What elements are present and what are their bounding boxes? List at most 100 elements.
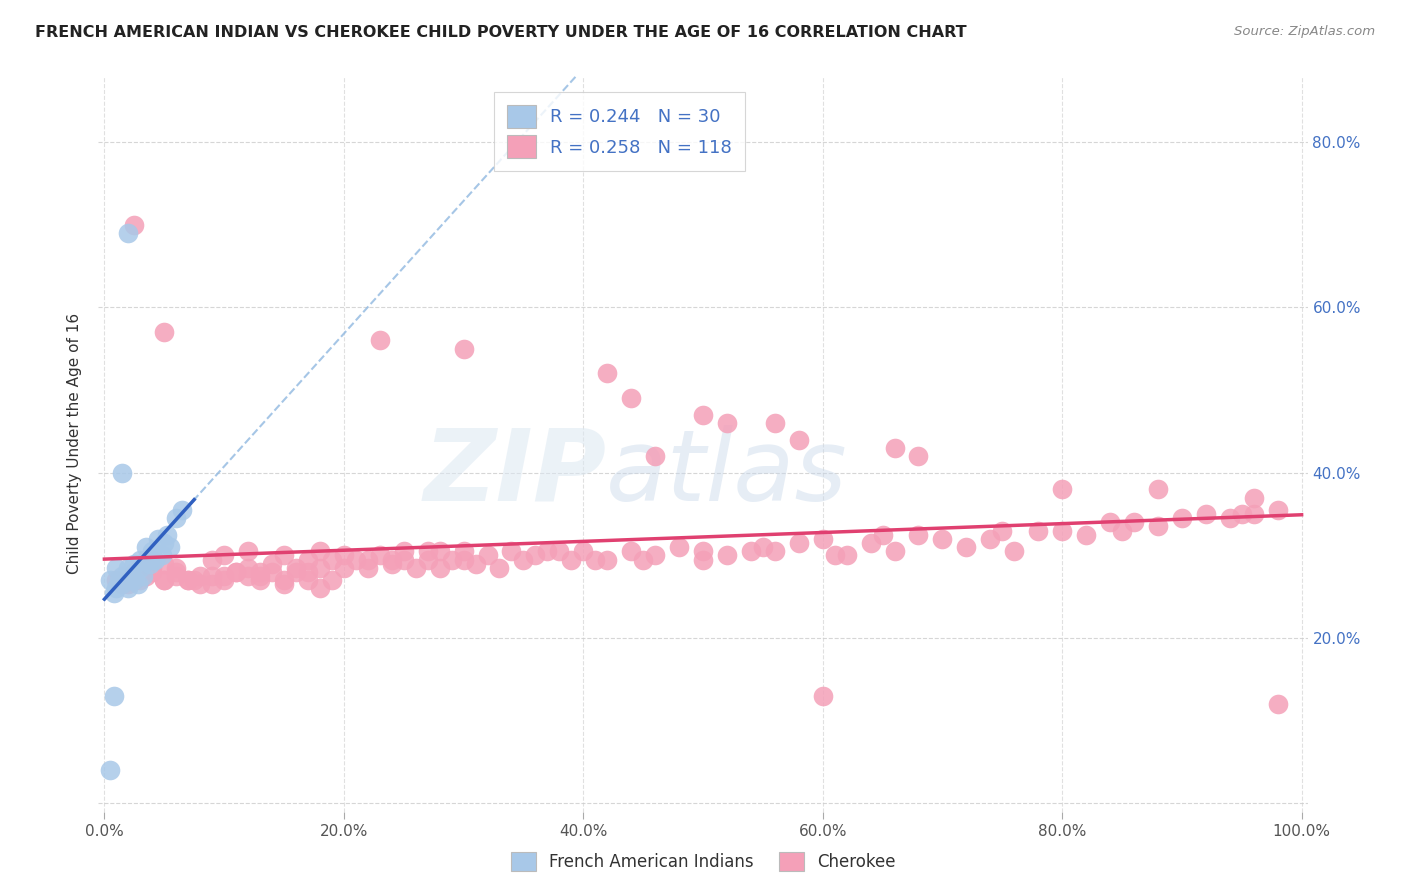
Point xyxy=(212,569,235,583)
Point xyxy=(249,573,271,587)
Point xyxy=(309,561,332,575)
Point xyxy=(429,544,451,558)
Point xyxy=(284,565,307,579)
Point xyxy=(236,561,259,575)
Point xyxy=(115,573,138,587)
Point xyxy=(1243,491,1265,505)
Point xyxy=(955,540,977,554)
Point xyxy=(416,552,439,566)
Point xyxy=(153,557,176,571)
Point xyxy=(1171,511,1194,525)
Point xyxy=(1123,516,1146,530)
Point xyxy=(583,552,606,566)
Point xyxy=(907,527,929,541)
Point xyxy=(811,689,834,703)
Point xyxy=(596,552,619,566)
Point xyxy=(249,569,271,583)
Point xyxy=(740,544,762,558)
Point xyxy=(405,561,427,575)
Text: Source: ZipAtlas.com: Source: ZipAtlas.com xyxy=(1234,25,1375,38)
Point xyxy=(1050,524,1073,538)
Point xyxy=(859,536,882,550)
Point xyxy=(368,334,391,348)
Point xyxy=(1111,524,1133,538)
Point xyxy=(165,561,187,575)
Point xyxy=(117,577,139,591)
Point xyxy=(620,392,643,406)
Point xyxy=(201,569,224,583)
Point xyxy=(883,441,905,455)
Point xyxy=(297,565,319,579)
Point xyxy=(201,577,224,591)
Point xyxy=(464,557,486,571)
Point xyxy=(931,532,953,546)
Point xyxy=(183,573,205,587)
Point xyxy=(1099,516,1122,530)
Point xyxy=(631,552,654,566)
Point xyxy=(1243,507,1265,521)
Point xyxy=(156,527,179,541)
Point xyxy=(129,561,152,575)
Point xyxy=(835,549,858,563)
Point xyxy=(100,764,122,778)
Point xyxy=(172,503,194,517)
Point xyxy=(100,573,122,587)
Point xyxy=(811,532,834,546)
Point xyxy=(273,573,295,587)
Point xyxy=(1230,507,1253,521)
Point xyxy=(225,565,247,579)
Point xyxy=(1147,519,1170,533)
Point xyxy=(260,557,283,571)
Point xyxy=(103,689,125,703)
Point xyxy=(105,573,128,587)
Point xyxy=(872,527,894,541)
Point xyxy=(536,544,558,558)
Point xyxy=(644,449,666,463)
Point xyxy=(105,582,128,596)
Point xyxy=(129,552,152,566)
Point xyxy=(188,577,211,591)
Point xyxy=(512,552,534,566)
Point xyxy=(260,565,283,579)
Text: FRENCH AMERICAN INDIAN VS CHEROKEE CHILD POVERTY UNDER THE AGE OF 16 CORRELATION: FRENCH AMERICAN INDIAN VS CHEROKEE CHILD… xyxy=(35,25,967,40)
Point xyxy=(1267,503,1289,517)
Point xyxy=(979,532,1001,546)
Point xyxy=(548,544,571,558)
Point xyxy=(368,549,391,563)
Point xyxy=(117,561,139,575)
Point xyxy=(692,408,714,422)
Point xyxy=(129,573,152,587)
Point xyxy=(824,549,846,563)
Point xyxy=(212,573,235,587)
Point xyxy=(309,582,332,596)
Point xyxy=(453,552,475,566)
Point xyxy=(1147,482,1170,496)
Point xyxy=(135,552,157,566)
Point xyxy=(141,544,163,558)
Point xyxy=(692,544,714,558)
Point xyxy=(284,561,307,575)
Point xyxy=(1002,544,1025,558)
Point xyxy=(132,569,155,583)
Point xyxy=(1050,482,1073,496)
Point xyxy=(135,569,157,583)
Point xyxy=(212,549,235,563)
Point xyxy=(416,544,439,558)
Point xyxy=(752,540,775,554)
Point xyxy=(907,449,929,463)
Point xyxy=(120,569,142,583)
Point xyxy=(883,544,905,558)
Point xyxy=(297,573,319,587)
Point xyxy=(392,552,415,566)
Point xyxy=(153,573,176,587)
Point xyxy=(321,552,343,566)
Legend: R = 0.244   N = 30, R = 0.258   N = 118: R = 0.244 N = 30, R = 0.258 N = 118 xyxy=(495,92,745,171)
Point xyxy=(1219,511,1241,525)
Point xyxy=(596,367,619,381)
Point xyxy=(103,585,125,599)
Point xyxy=(297,552,319,566)
Point xyxy=(111,466,134,480)
Point xyxy=(273,549,295,563)
Point xyxy=(177,573,200,587)
Point xyxy=(153,325,176,339)
